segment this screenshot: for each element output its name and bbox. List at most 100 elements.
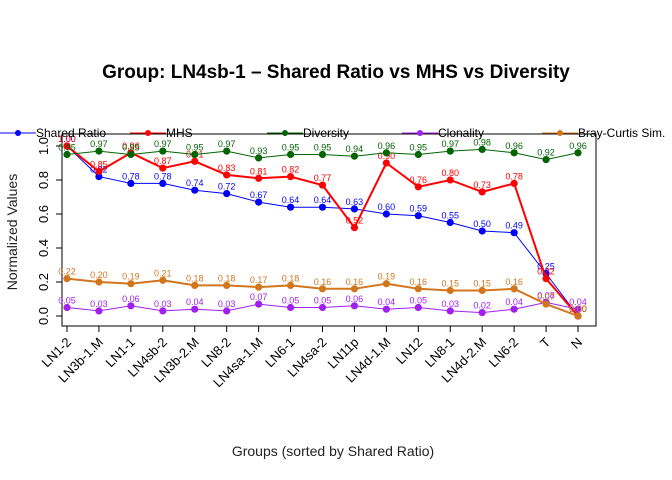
- chart-title: Group: LN4sb-1 – Shared Ratio vs MHS vs …: [102, 62, 570, 83]
- x-axis-label: Groups (sorted by Shared Ratio): [232, 443, 434, 459]
- data-label: 0.17: [250, 275, 268, 285]
- data-label: 1.00: [58, 134, 76, 144]
- y-tick-label: 0.0: [36, 307, 51, 325]
- data-point: [318, 181, 327, 189]
- data-point: [223, 281, 231, 289]
- data-label: 0.78: [154, 171, 172, 181]
- data-point: [414, 285, 422, 293]
- data-point: [542, 275, 550, 283]
- data-point: [318, 285, 327, 293]
- data-label: 0.67: [250, 190, 268, 200]
- data-label: 0.07: [250, 292, 268, 302]
- data-point: [542, 156, 550, 164]
- data-point: [159, 307, 167, 315]
- data-label: 0.94: [346, 144, 364, 154]
- data-point: [95, 167, 103, 176]
- data-label: 0.72: [218, 182, 236, 192]
- data-label: 0.49: [505, 221, 523, 231]
- data-label: 0.00: [569, 304, 587, 314]
- data-label: 0.78: [122, 171, 140, 181]
- data-point: [446, 286, 454, 295]
- data-point: [446, 218, 454, 227]
- data-label: 0.81: [250, 166, 268, 176]
- data-label: 0.52: [346, 216, 364, 226]
- data-point: [478, 286, 486, 295]
- data-point: [382, 305, 390, 313]
- x-tick-label: LN12: [393, 335, 426, 368]
- data-point: [382, 159, 390, 167]
- data-point: [350, 152, 359, 160]
- legend-swatch-marker: [417, 130, 423, 136]
- data-label: 0.05: [58, 296, 76, 306]
- legend-swatch-marker: [557, 130, 563, 136]
- y-axis-label: Normalized Values: [4, 174, 20, 290]
- data-label: 0.08: [537, 290, 555, 300]
- data-label: 0.60: [378, 202, 396, 212]
- data-label: 1.00: [58, 134, 76, 144]
- data-point: [127, 150, 135, 159]
- data-label: 0.16: [314, 277, 332, 287]
- data-point: [478, 188, 486, 196]
- x-tick-label: LN6-2: [486, 335, 522, 371]
- data-point: [127, 302, 135, 310]
- data-point: [350, 302, 359, 310]
- data-point: [223, 190, 231, 198]
- data-label: 0.85: [90, 160, 108, 170]
- data-label: 0.06: [346, 294, 364, 304]
- data-label: 0.96: [505, 141, 523, 151]
- data-point: [382, 210, 390, 218]
- data-point: [510, 179, 518, 187]
- legend-label: Bray-Curtis Sim.: [578, 126, 665, 140]
- data-point: [191, 305, 199, 313]
- legend-swatch-marker: [15, 130, 21, 136]
- data-point: [255, 300, 263, 308]
- data-point: [255, 198, 263, 206]
- series-bray-curtis-sim: 0.22 0.20 0.19 0.21 0.18 0.18 0.17 0.18 0.16 0.16…: [58, 267, 587, 320]
- data-label: 0.64: [314, 195, 332, 205]
- data-point: [478, 309, 486, 317]
- data-label: 0.19: [122, 272, 140, 282]
- data-label: 0.82: [282, 165, 300, 175]
- data-point: [414, 150, 422, 159]
- data-label: 0.64: [282, 195, 300, 205]
- data-label: 0.74: [186, 178, 204, 188]
- data-point: [63, 142, 71, 150]
- data-point: [510, 229, 518, 237]
- data-point: [191, 150, 199, 159]
- data-label: 0.22: [58, 267, 76, 277]
- data-point: [127, 280, 135, 288]
- series-clonality: 0.05 0.03 0.06 0.03 0.04 0.03 0.07 0.05 0.05 0.06…: [58, 290, 587, 317]
- data-point: [159, 164, 167, 172]
- data-label: 0.15: [473, 279, 491, 289]
- legend-label: Clonality: [438, 126, 484, 140]
- data-label: 0.04: [186, 297, 204, 307]
- data-label: 0.95: [122, 143, 140, 153]
- data-label: 0.16: [410, 277, 428, 287]
- data-point: [191, 281, 199, 289]
- data-point: [510, 149, 518, 157]
- data-point: [350, 205, 359, 213]
- data-label: 0.63: [346, 197, 364, 207]
- data-label: 0.04: [378, 297, 396, 307]
- data-label: 0.93: [250, 146, 268, 156]
- data-point: [63, 303, 71, 312]
- legend-swatch-marker: [145, 130, 151, 136]
- data-label: 0.03: [90, 299, 108, 309]
- data-point: [414, 303, 422, 312]
- data-point: [318, 203, 327, 211]
- data-point: [286, 303, 295, 312]
- data-point: [286, 281, 295, 289]
- data-point: [95, 147, 103, 155]
- data-point: [191, 186, 199, 194]
- data-label: 0.20: [90, 270, 108, 280]
- data-point: [510, 285, 518, 293]
- data-point: [255, 283, 263, 291]
- data-label: 0.05: [314, 296, 332, 306]
- data-label: 0.98: [473, 137, 491, 147]
- data-label: 0.55: [441, 211, 459, 221]
- data-label: 0.04: [569, 297, 587, 307]
- data-label: 0.04: [505, 297, 523, 307]
- data-label: 0.97: [90, 139, 108, 149]
- y-axis: 0.0 0.2 0.4 0.6 0.8 1.0: [36, 137, 63, 325]
